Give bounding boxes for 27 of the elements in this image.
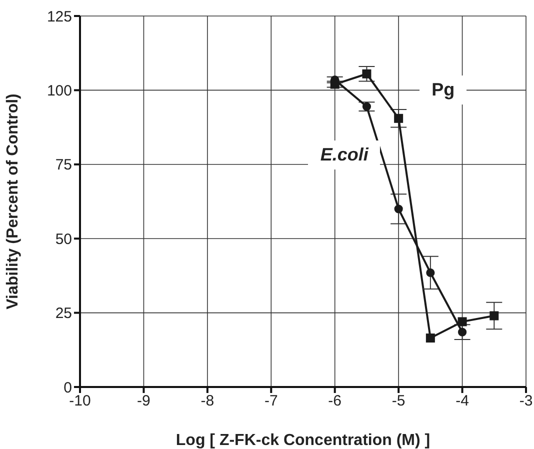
- point: [362, 69, 372, 78]
- point: [426, 334, 435, 343]
- x-tick-label: -7: [264, 392, 278, 410]
- x-tick-label: -6: [328, 392, 342, 410]
- series-label: E.coli: [308, 140, 380, 170]
- y-tick-label: 25: [55, 305, 72, 322]
- point: [394, 114, 404, 123]
- y-tick-label: 75: [55, 156, 72, 174]
- y-tick-label: 125: [46, 8, 72, 26]
- y-tick-label: 100: [46, 82, 72, 100]
- x-tick-label: -3: [519, 392, 533, 410]
- y-axis-title: Viability (Percent of Control): [4, 94, 22, 310]
- x-tick-label: -5: [392, 392, 406, 410]
- x-tick-label: -9: [137, 392, 150, 410]
- series-label: Pg: [420, 76, 467, 105]
- point: [458, 317, 467, 326]
- point: [490, 311, 499, 320]
- point: [426, 268, 435, 278]
- y-tick-label: 0: [64, 379, 72, 396]
- x-tick-label: -8: [200, 392, 214, 410]
- x-tick-label: -4: [456, 392, 469, 410]
- x-tick-label: -10: [69, 392, 91, 410]
- x-axis-title: Log [ Z-FK-ck Concentration (M) ]: [176, 432, 430, 449]
- point: [458, 328, 467, 336]
- point: [362, 102, 372, 111]
- point: [394, 204, 403, 214]
- y-tick-label: 50: [55, 230, 72, 248]
